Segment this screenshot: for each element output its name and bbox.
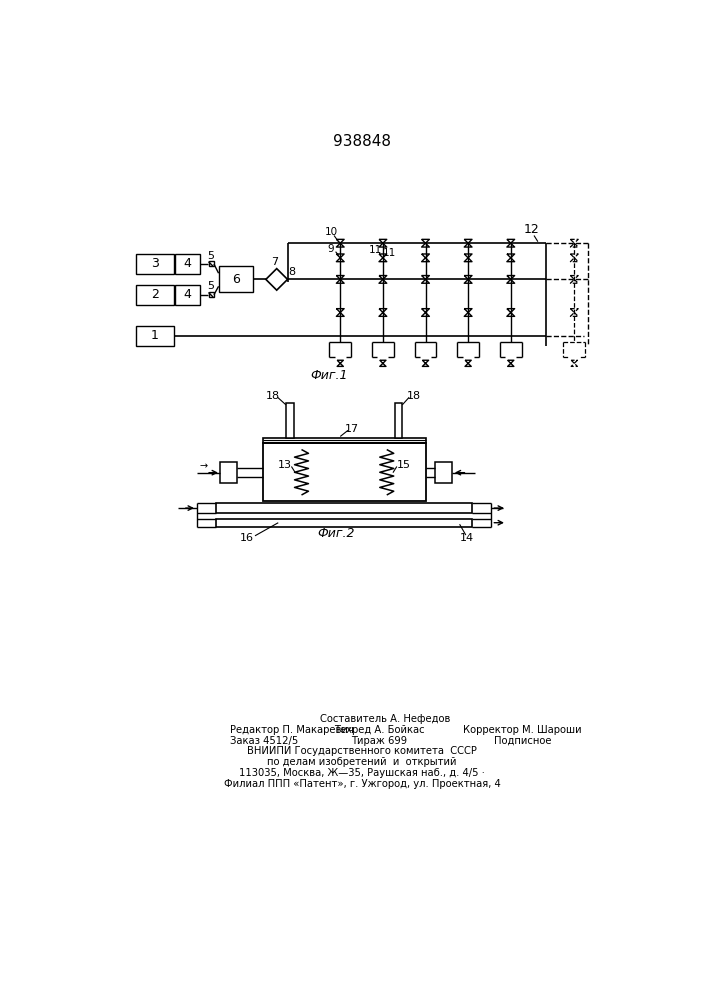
Text: Фиг.1: Фиг.1 [310,369,347,382]
Text: 113035, Москва, Ж—35, Раушская наб., д. 4/5 ·: 113035, Москва, Ж—35, Раушская наб., д. … [239,768,485,778]
Text: ВНИИПИ Государственного комитета  СССР: ВНИИПИ Государственного комитета СССР [247,746,477,756]
Text: 17: 17 [345,424,359,434]
Text: 18: 18 [266,391,280,401]
Bar [209,292,214,297]
Text: по делам изобретений  и  открытий: по делам изобретений и открытий [267,757,457,767]
Text: →: → [199,462,207,472]
Bar [136,326,174,346]
Bar [216,519,472,527]
Text: 6: 6 [232,273,240,286]
Text: 15: 15 [397,460,411,470]
Bar [175,254,200,274]
Bar [209,261,214,266]
Text: 938848: 938848 [333,134,391,149]
Text: Редактор П. Макаревич: Редактор П. Макаревич [230,725,354,735]
Text: 7: 7 [271,257,279,267]
Bar [435,462,452,483]
Text: Техред А. Бойкас: Техред А. Бойкас [334,725,424,735]
Text: 13: 13 [277,460,291,470]
Text: Подписное: Подписное [493,736,551,746]
Text: 10: 10 [325,227,337,237]
Bar [263,443,426,501]
Bar [220,462,237,483]
Text: 5: 5 [207,281,214,291]
Text: 4: 4 [184,288,192,301]
Text: 12: 12 [524,223,539,236]
Bar [136,285,174,305]
Text: Филиал ППП «Патент», г. Ужгород, ул. Проектная, 4: Филиал ППП «Патент», г. Ужгород, ул. Про… [223,779,501,789]
Bar [218,266,253,292]
Text: Фиг.2: Фиг.2 [317,527,355,540]
Text: Тираж 699: Тираж 699 [351,736,407,746]
Bar [395,403,402,438]
Bar [216,503,472,513]
Bar [263,438,426,443]
Polygon shape [266,269,288,290]
Text: Корректор М. Шароши: Корректор М. Шароши [463,725,582,735]
Text: 1: 1 [151,329,159,342]
Bar [286,403,293,438]
Bar [136,254,174,274]
Text: 8: 8 [288,267,296,277]
Text: 16: 16 [240,533,255,543]
Text: 5: 5 [207,251,214,261]
Text: 9: 9 [327,244,334,254]
Text: 11: 11 [382,248,396,258]
Text: 4: 4 [184,257,192,270]
Text: Заказ 4512/5: Заказ 4512/5 [230,736,298,746]
Text: Составитель А. Нефедов: Составитель А. Нефедов [320,714,450,724]
Text: 14: 14 [460,533,474,543]
Text: 2: 2 [151,288,159,301]
Text: 11: 11 [368,245,382,255]
Text: 3: 3 [151,257,159,270]
Text: 18: 18 [407,391,421,401]
Bar [175,285,200,305]
